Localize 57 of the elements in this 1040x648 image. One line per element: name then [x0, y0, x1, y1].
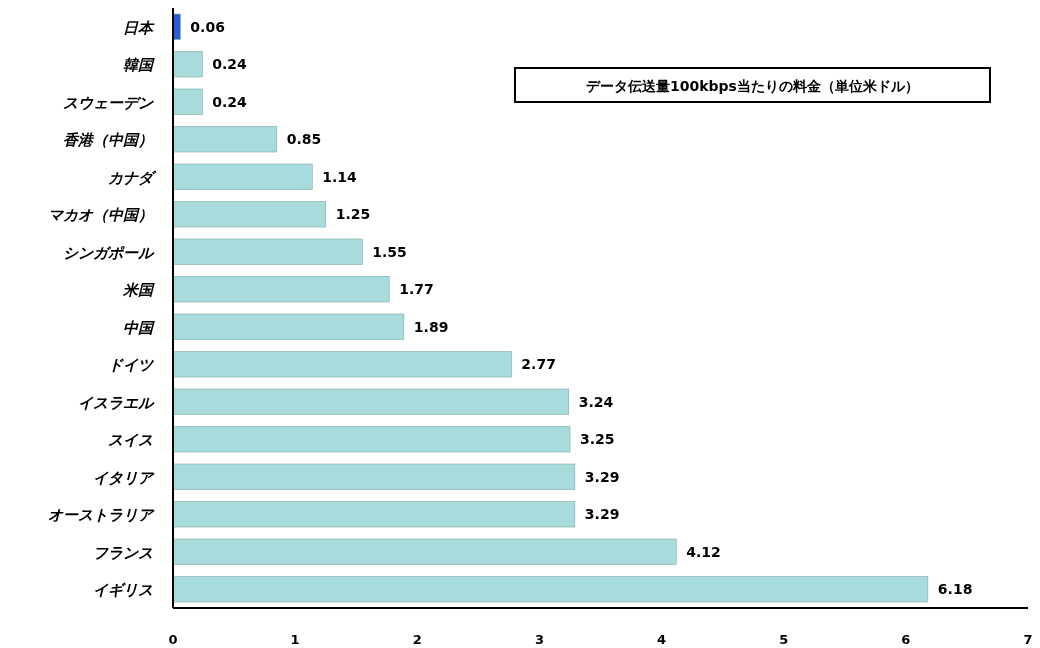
data-label: 0.85	[286, 131, 322, 148]
bar	[172, 276, 390, 303]
data-label: 0.24	[212, 93, 248, 110]
x-tick-label: 2	[412, 632, 422, 647]
y-tick-label: スイス	[108, 431, 153, 450]
bar	[172, 163, 313, 190]
data-label: 1.55	[372, 243, 407, 260]
y-tick-label: イギリス	[93, 581, 153, 600]
x-tick-label: 0	[168, 632, 178, 647]
x-tick-label: 4	[657, 632, 667, 647]
bar	[172, 501, 576, 528]
y-tick-label: 韓国	[123, 56, 155, 75]
x-tick-label: 5	[779, 632, 789, 647]
y-tick-label: スウェーデン	[63, 93, 154, 112]
data-label: 3.29	[584, 468, 620, 485]
y-tick-label: 香港（中国）	[63, 131, 153, 150]
bar	[172, 538, 677, 565]
data-label: 3.29	[584, 506, 620, 523]
y-tick-label: ドイツ	[108, 356, 155, 375]
y-tick-label: 中国	[123, 318, 155, 337]
bar	[172, 313, 405, 340]
bar	[172, 126, 278, 153]
data-label: 2.77	[521, 356, 556, 373]
y-tick-label: 日本	[123, 18, 155, 37]
data-label: 1.77	[399, 281, 434, 298]
bar	[172, 201, 326, 228]
data-label: 6.18	[937, 581, 973, 598]
data-label: 0.06	[190, 18, 225, 35]
x-tick-label: 1	[290, 632, 300, 647]
text: データ伝送量100kbps当たりの料金（単位米ドル）	[586, 78, 919, 94]
y-tick-label: マカオ（中国）	[48, 206, 153, 225]
data-label: 1.25	[335, 206, 371, 223]
data-label: 1.89	[413, 318, 449, 335]
bar	[172, 388, 570, 415]
data-label: 3.24	[578, 393, 614, 410]
data-label: 0.24	[212, 56, 248, 73]
bar	[172, 238, 363, 265]
bar	[172, 576, 929, 603]
y-tick-label: カナダ	[108, 168, 157, 187]
y-tick-label: イタリア	[93, 468, 155, 487]
bar	[172, 51, 203, 78]
x-tick-label: 3	[534, 632, 544, 647]
bar	[172, 88, 203, 115]
y-tick-label: イスラエル	[78, 393, 155, 412]
y-tick-label: 米国	[122, 281, 155, 300]
x-tick-label: 7	[1023, 632, 1033, 647]
bar	[172, 13, 181, 40]
bar	[172, 351, 512, 378]
bar	[172, 426, 571, 453]
data-label: 3.25	[579, 431, 615, 448]
y-tick-label: フランス	[93, 543, 153, 562]
data-label: 1.14	[322, 168, 358, 185]
data-label: 4.12	[686, 543, 721, 560]
bar	[172, 463, 576, 490]
y-tick-label: オーストラリア	[48, 506, 155, 525]
x-tick-label: 6	[901, 632, 911, 647]
y-tick-label: シンガポール	[63, 243, 155, 262]
